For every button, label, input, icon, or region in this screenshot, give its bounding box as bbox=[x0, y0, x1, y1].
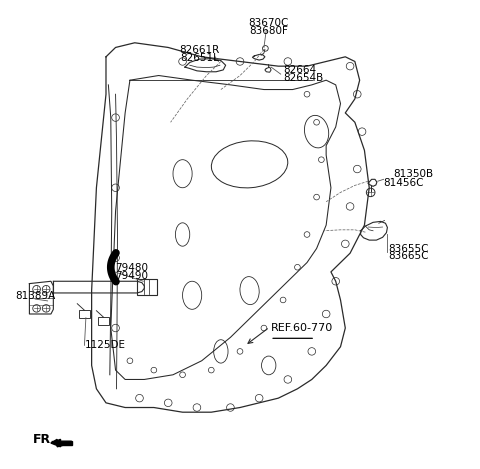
Polygon shape bbox=[51, 439, 72, 447]
Text: 82654B: 82654B bbox=[283, 73, 324, 83]
Text: 83670C: 83670C bbox=[249, 18, 289, 28]
Text: 83680F: 83680F bbox=[249, 26, 288, 36]
Text: 82661R: 82661R bbox=[179, 45, 219, 55]
Text: 79480: 79480 bbox=[116, 263, 149, 273]
Text: 83665C: 83665C bbox=[388, 251, 429, 262]
Text: 81350B: 81350B bbox=[393, 169, 433, 179]
Polygon shape bbox=[57, 441, 72, 445]
Text: REF.60-770: REF.60-770 bbox=[271, 323, 333, 333]
Text: 82651L: 82651L bbox=[180, 53, 219, 63]
Text: 82664: 82664 bbox=[283, 65, 316, 75]
Text: 81456C: 81456C bbox=[384, 178, 424, 188]
Text: 79490: 79490 bbox=[116, 271, 149, 281]
Text: 1125DE: 1125DE bbox=[84, 340, 125, 350]
Polygon shape bbox=[51, 439, 72, 447]
Text: 81389A: 81389A bbox=[15, 291, 55, 301]
Text: FR.: FR. bbox=[33, 433, 56, 446]
Text: 83655C: 83655C bbox=[388, 243, 429, 254]
